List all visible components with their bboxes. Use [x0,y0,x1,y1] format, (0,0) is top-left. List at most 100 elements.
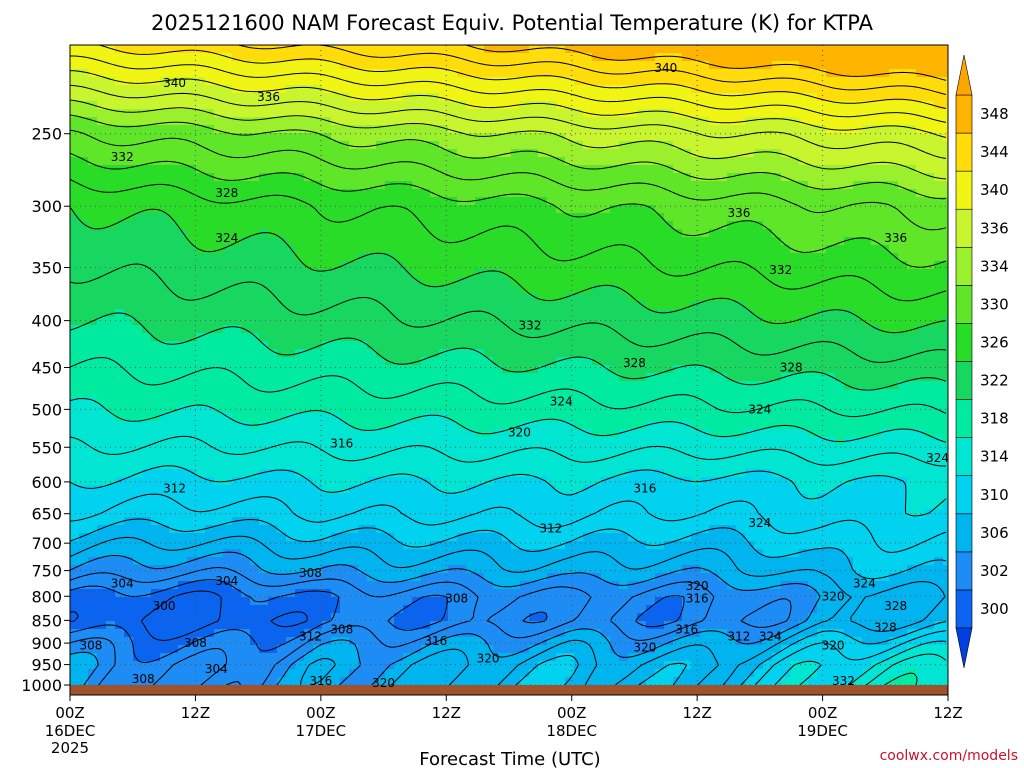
contour-label: 328 [623,356,646,370]
y-tick-label: 900 [31,634,62,653]
y-tick-label: 800 [31,587,62,606]
contour-line-340 [70,70,947,138]
contour-label: 308 [445,592,468,606]
contour-label: 316 [633,481,656,495]
x-tick-date: 17DEC [296,722,347,740]
credit-text: coolwx.com/models [880,748,1018,764]
contour-line-326 [70,207,947,334]
contour-label: 324 [215,231,238,245]
contour-label: 320 [822,638,845,652]
x-tick-date: 18DEC [546,722,597,740]
x-tick-date: 19DEC [797,722,848,740]
contour-label: 328 [874,620,897,634]
contour-label: 312 [163,481,186,495]
x-axis-label: Forecast Time (UTC) [419,749,600,768]
colorbar-top-arrow [955,54,973,96]
contour-label: 320 [477,651,500,665]
colorbar-box [955,437,973,477]
ground-strip [70,685,948,695]
y-tick-label: 400 [31,312,62,331]
contour-label: 308 [299,566,322,580]
contour-label: 340 [163,76,186,90]
contour-line-332 [70,129,947,231]
contour-label: 320 [686,579,709,593]
contour-line-318 [70,398,947,685]
chart-title: 2025121600 NAM Forecast Equiv. Potential… [151,11,874,35]
contour-label: 336 [257,90,280,104]
colorbar-box [955,475,973,515]
y-tick-label: 550 [31,438,62,457]
y-tick-label: 650 [31,505,62,524]
colorbar-box [955,551,973,591]
x-tick-label: 12Z [933,704,962,722]
colorbar-label: 336 [980,219,1009,237]
contour-line-312 [70,493,947,685]
colorbar-label: 306 [980,524,1009,542]
colorbar-box [955,589,973,629]
y-tick-label: 350 [31,259,62,278]
contour-label: 320 [822,589,845,603]
colorbar-label: 300 [980,600,1009,618]
contour-label: 308 [132,672,155,686]
contour-label: 304 [111,577,134,591]
contour-label: 308 [330,623,353,637]
colorbar-label: 340 [980,181,1009,199]
contour-label: 316 [686,592,709,606]
colorbar-label: 334 [980,257,1009,275]
y-tick-label: 300 [31,197,62,216]
contour-label: 320 [508,426,531,440]
contour-line-338 [70,84,947,159]
colorbar-label: 322 [980,372,1009,390]
x-tick-label: 12Z [432,704,461,722]
contour-line-328 [70,179,947,302]
contour-label: 336 [884,231,907,245]
contour-label: 324 [853,577,876,591]
contour-label: 300 [153,599,176,613]
colorbar-box [955,513,973,553]
contour-line-302 [70,579,685,685]
colorbar-label: 310 [980,486,1009,504]
y-tick-label: 850 [31,611,62,630]
y-tick-label: 600 [31,473,62,492]
contour-label: 324 [759,629,782,643]
colorbar-box [955,94,973,134]
x-tick-date: 16DEC [45,722,96,740]
x-tick-label: 00Z [306,704,335,722]
contour-line-314 [70,465,947,685]
contour-label: 336 [727,206,750,220]
colorbar-label: 314 [980,448,1009,466]
contour-label: 312 [727,629,750,643]
contour-label: 332 [111,150,134,164]
contour-line-342 [70,55,947,123]
contour-line-304 [70,567,792,685]
contour-label: 320 [633,640,656,654]
contour-label: 304 [205,662,228,676]
colorbar-bottom-arrow [955,627,973,669]
contour-label: 328 [884,599,907,613]
contour-line-310 [70,518,947,685]
colorbar-label: 348 [980,105,1009,123]
colorbar-box [955,246,973,286]
contour-label: 332 [518,319,541,333]
contour-label: 328 [780,360,803,374]
y-tick-label: 250 [31,125,62,144]
contour-label: 316 [424,634,447,648]
contour-label: 316 [330,437,353,451]
contour-label: 308 [79,638,102,652]
colorbar-label: 326 [980,333,1009,351]
y-tick-label: 700 [31,534,62,553]
contour-label: 312 [539,522,562,536]
contour-label: 332 [832,674,855,688]
y-tick-label: 1000 [21,676,62,695]
colorbar-label: 302 [980,562,1009,580]
x-tick-label: 12Z [682,704,711,722]
contour-line-320 [70,357,947,418]
contour-line-330 [70,152,947,268]
colorbar-box [955,132,973,172]
contour-line-336 [70,99,947,180]
contour-label: 316 [675,623,698,637]
contour-line-322 [70,312,947,391]
colorbar-label: 330 [980,295,1009,313]
contour-label: 324 [926,451,949,465]
